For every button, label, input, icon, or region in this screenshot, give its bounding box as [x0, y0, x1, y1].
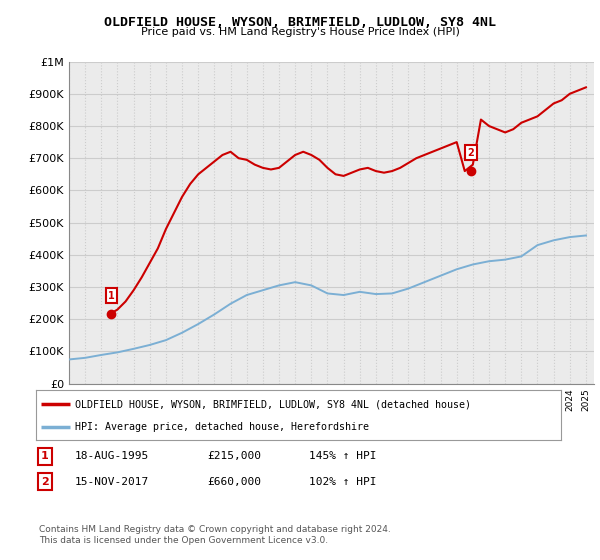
Text: Price paid vs. HM Land Registry's House Price Index (HPI): Price paid vs. HM Land Registry's House …: [140, 27, 460, 37]
Text: Contains HM Land Registry data © Crown copyright and database right 2024.
This d: Contains HM Land Registry data © Crown c…: [39, 525, 391, 545]
Text: 1: 1: [41, 451, 49, 461]
Text: OLDFIELD HOUSE, WYSON, BRIMFIELD, LUDLOW, SY8 4NL (detached house): OLDFIELD HOUSE, WYSON, BRIMFIELD, LUDLOW…: [76, 399, 472, 409]
Text: £215,000: £215,000: [207, 451, 261, 461]
Text: 2: 2: [467, 147, 474, 157]
Text: OLDFIELD HOUSE, WYSON, BRIMFIELD, LUDLOW, SY8 4NL: OLDFIELD HOUSE, WYSON, BRIMFIELD, LUDLOW…: [104, 16, 496, 29]
Text: 15-NOV-2017: 15-NOV-2017: [75, 477, 149, 487]
Text: HPI: Average price, detached house, Herefordshire: HPI: Average price, detached house, Here…: [76, 422, 370, 432]
Text: 18-AUG-1995: 18-AUG-1995: [75, 451, 149, 461]
Text: 2: 2: [41, 477, 49, 487]
Text: £660,000: £660,000: [207, 477, 261, 487]
Text: 102% ↑ HPI: 102% ↑ HPI: [309, 477, 377, 487]
Text: 145% ↑ HPI: 145% ↑ HPI: [309, 451, 377, 461]
Text: 1: 1: [108, 291, 115, 301]
